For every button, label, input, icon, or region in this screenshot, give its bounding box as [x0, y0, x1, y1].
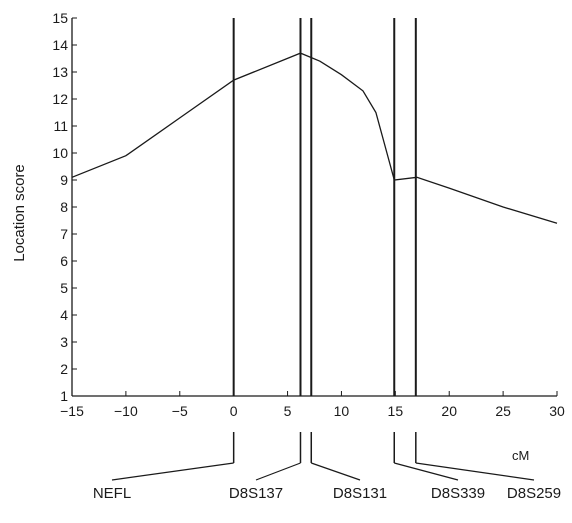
y-tick-label: 14 — [52, 37, 68, 53]
y-tick-label: 8 — [60, 199, 68, 215]
marker-leader-diagonal — [111, 462, 234, 481]
marker-label: D8S131 — [333, 485, 387, 502]
marker-label: D8S137 — [229, 485, 283, 502]
x-tick-label: −5 — [172, 403, 188, 419]
y-axis-label: Location score — [11, 164, 28, 262]
x-axis-unit-label: cM — [512, 448, 529, 463]
y-tick-label: 4 — [60, 307, 68, 323]
x-tick-label: 0 — [230, 403, 238, 419]
x-tick-label: 10 — [334, 403, 350, 419]
location-score-line — [71, 52, 558, 224]
x-tick-label: 15 — [388, 403, 404, 419]
y-tick-label: 9 — [60, 172, 68, 188]
y-tick-label: 15 — [52, 10, 68, 26]
marker-label: D8S259 — [507, 485, 561, 502]
y-tick-label: 2 — [60, 361, 68, 377]
x-tick-label: 25 — [495, 403, 511, 419]
marker-lines — [232, 18, 417, 396]
y-tick-label: 11 — [53, 118, 68, 134]
y-tick-label: 6 — [60, 253, 68, 269]
y-tick-label: 13 — [52, 64, 68, 80]
marker-label: NEFL — [93, 485, 131, 502]
marker-leader-diagonal — [311, 462, 361, 481]
x-tick-label: −10 — [114, 403, 138, 419]
marker-leader-diagonal — [394, 462, 459, 481]
x-tick-label: 20 — [441, 403, 457, 419]
y-tick-label: 5 — [60, 280, 68, 296]
marker-label: D8S339 — [431, 485, 485, 502]
y-tick-label: 3 — [60, 334, 68, 350]
y-tick-label: 10 — [52, 145, 68, 161]
x-tick-label: 30 — [549, 403, 565, 419]
marker-leader-diagonal — [415, 462, 535, 481]
series — [71, 52, 558, 224]
marker-leader-diagonal — [255, 462, 301, 481]
y-tick-label: 12 — [52, 91, 68, 107]
axes — [71, 18, 557, 397]
y-tick-label: 7 — [60, 226, 68, 242]
marker-leaders: NEFL D8S137 D8S131 D8S339 D8S259 — [93, 432, 561, 502]
x-tick-label: 5 — [284, 403, 292, 419]
x-tick-label: −15 — [60, 403, 84, 419]
y-tick-label: 1 — [60, 388, 68, 404]
